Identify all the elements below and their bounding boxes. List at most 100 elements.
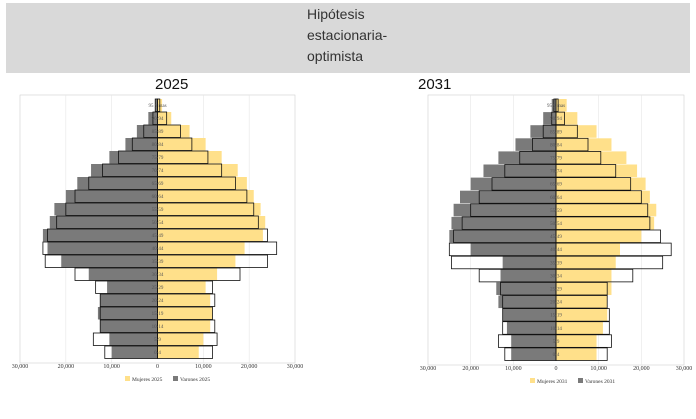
outline-women [157,241,278,255]
outline-women [555,150,602,165]
age-label: 25-29 [152,286,164,291]
outline-women [157,332,218,346]
x-tick-label: 30,000 [676,366,693,372]
bar-women [556,138,612,151]
bar-women [157,125,190,138]
bar-women [556,269,612,282]
outline-women [555,137,589,152]
bar-men [97,307,158,320]
bar-men [109,151,158,164]
outline-women [555,321,610,335]
age-label: 75-79 [152,156,164,161]
age-label: 90-94 [550,117,562,122]
bar-women [157,190,254,203]
age-label: 40-44 [152,247,164,252]
scenario-title: Hipótesis estacionaria- optimista [307,6,388,64]
outline-women [555,281,608,296]
x-tick-label: 30,000 [287,364,304,370]
outline-women [555,124,578,139]
bar-women [556,203,657,217]
outline-women [555,255,664,270]
outline-women [157,124,181,138]
bar-women [157,242,245,255]
bar-men [136,125,158,138]
age-label: 45-49 [550,235,562,240]
legend-label-women: Mujeres 2025 [132,377,163,383]
bar-men [100,320,158,333]
age-label: 30-34 [550,274,562,279]
outline-women [555,268,634,283]
bar-women [556,243,620,256]
outline-women [157,293,216,307]
bar-women [556,321,603,335]
age-label: 60-64 [152,195,164,200]
bar-men [460,190,556,204]
bar-women [157,164,238,177]
year-label-2025: 2025 [155,76,189,93]
bar-women [556,151,627,164]
legend-swatch-women [125,376,130,381]
x-tick-label: 30,000 [12,364,29,370]
age-label: 85-89 [152,130,164,135]
age-label: 0-4 [154,351,161,356]
x-tick-label: 20,000 [633,366,650,372]
bar-women [556,347,597,361]
bar-men [100,294,158,307]
bar-women [556,112,578,125]
age-label: 85-89 [550,130,562,135]
outline-women [157,228,268,242]
outline-women [157,98,161,112]
bar-women [556,230,642,243]
bar-women [157,333,204,346]
bar-men [54,203,158,216]
bar-men [515,138,556,151]
outline-women [157,150,209,164]
bar-men [483,164,556,178]
legend-label-men: Varones 2031 [585,379,615,385]
age-label: 10-14 [152,325,164,330]
bar-men [496,282,556,295]
bar-men [155,99,158,112]
outline-women [555,177,632,191]
bar-women [157,320,211,333]
bar-men [500,269,556,282]
age-label: 15-19 [550,314,562,319]
bar-women [157,268,218,281]
outline-women [157,111,168,125]
bar-men [451,216,556,230]
outline-women [555,295,608,309]
bar-men [49,216,158,229]
bar-men [65,190,158,203]
bar-men [511,334,556,348]
bar-men [61,255,158,268]
bar-men [470,177,556,191]
age-label: 10-14 [550,327,562,332]
bar-women [157,346,199,359]
age-label: 95 y mas [547,104,565,109]
x-tick-label: 20,000 [462,366,479,372]
age-label: 75-79 [550,156,562,161]
x-tick-label: 10,000 [195,364,212,370]
bar-men [88,268,158,281]
bar-men [111,346,158,359]
age-label: 55-59 [550,209,562,214]
age-label: 80-84 [550,143,562,148]
outline-women [555,229,661,243]
bar-women [556,177,646,191]
outline-women [157,280,213,294]
bar-men [42,229,158,242]
bar-women [556,164,638,178]
bar-men [125,138,158,151]
bar-women [556,282,612,295]
age-label: 95 y mas [148,104,166,109]
bar-men [498,295,556,309]
age-label: 50-54 [152,221,164,226]
age-label: 40-44 [550,248,562,253]
outline-women [157,215,259,229]
bar-men [502,308,556,322]
bar-women [157,151,222,164]
bar-women [556,99,567,112]
outline-women [157,319,216,333]
bar-men [449,230,556,243]
age-label: 35-39 [550,261,562,266]
